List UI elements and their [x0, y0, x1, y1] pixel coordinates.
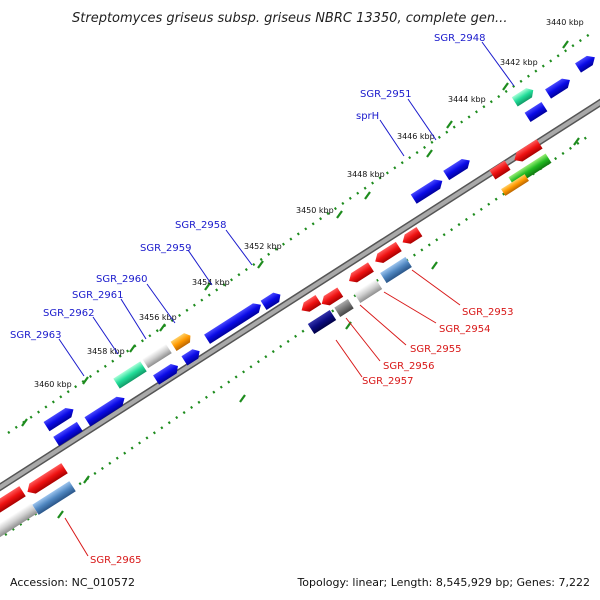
ruler-tick: [21, 418, 28, 427]
accession-text: Accession: NC_010572: [10, 576, 135, 589]
gene-label-sgr-2962[interactable]: SGR_2962: [43, 308, 95, 319]
forward-label-leaders: [58, 41, 515, 377]
kbp-label-3448: 3448 kbp: [347, 170, 385, 179]
ruler-tick: [257, 260, 264, 269]
kbp-label-3452: 3452 kbp: [244, 242, 282, 251]
kbp-label-3442: 3442 kbp: [500, 58, 538, 67]
reverse-strand-genes: [0, 139, 552, 539]
upper-ruler: [7, 33, 591, 434]
gene-label-sgr-2958[interactable]: SGR_2958: [175, 220, 227, 231]
ruler-tick: [364, 191, 371, 200]
gene-arrow[interactable]: [346, 262, 374, 285]
ruler-tick: [502, 82, 509, 91]
gene-arrow[interactable]: [53, 421, 83, 447]
kbp-tick-labels: 3440 kbp 3442 kbp 3444 kbp 3446 kbp 3448…: [34, 18, 584, 389]
gene-label-sgr-2961[interactable]: SGR_2961: [72, 290, 124, 301]
gene-arrow[interactable]: [443, 156, 473, 181]
gene-arrow[interactable]: [372, 241, 402, 266]
gene-arrow[interactable]: [524, 101, 548, 123]
gene-arrow[interactable]: [501, 174, 529, 196]
gene-arrow-sgr-2958[interactable]: [204, 300, 264, 344]
gene-arrow[interactable]: [575, 53, 598, 73]
forward-strand-genes: [43, 53, 598, 447]
gene-arrow-sgr-2953[interactable]: [380, 256, 412, 284]
gene-arrow[interactable]: [84, 394, 128, 427]
gene-label-sprh[interactable]: sprH: [356, 111, 379, 122]
gene-arrow[interactable]: [545, 75, 573, 99]
gene-arrow[interactable]: [299, 294, 322, 315]
gene-arrow[interactable]: [153, 361, 181, 385]
gene-label-sgr-2957[interactable]: SGR_2957: [362, 376, 414, 387]
gene-arrow[interactable]: [400, 226, 423, 247]
kbp-label-3440: 3440 kbp: [546, 18, 584, 27]
gene-arrow-sgr-2954[interactable]: [353, 278, 383, 304]
gene-arrow[interactable]: [260, 290, 284, 311]
gene-arrow-sgr-2963[interactable]: [43, 405, 77, 432]
ruler-tick: [82, 376, 89, 385]
gene-label-sgr-2948[interactable]: SGR_2948: [434, 33, 486, 44]
ruler-tick: [129, 344, 136, 353]
kbp-label-3458: 3458 kbp: [87, 347, 125, 356]
ruler-tick: [426, 149, 433, 158]
gene-label-sgr-2955[interactable]: SGR_2955: [410, 344, 462, 355]
gene-label-sgr-2954[interactable]: SGR_2954: [439, 324, 491, 335]
gene-arrow[interactable]: [181, 347, 202, 366]
ruler-tick: [239, 394, 246, 403]
ruler-tick: [204, 282, 211, 291]
ruler-tick: [446, 120, 453, 129]
gene-arrow[interactable]: [511, 139, 543, 164]
gene-label-sgr-2960[interactable]: SGR_2960: [96, 274, 148, 285]
map-title: Streptomyces griseus subsp. griseus NBRC…: [72, 11, 507, 26]
ruler-tick: [57, 510, 64, 519]
ruler-tick: [431, 261, 438, 270]
gene-arrow-sgr-2956[interactable]: [334, 299, 354, 317]
gene-arrow[interactable]: [489, 160, 511, 180]
gene-arrow-sgr-2965[interactable]: [32, 481, 76, 515]
gene-label-sgr-2951[interactable]: SGR_2951: [360, 89, 412, 100]
genome-summary-text: Topology: linear; Length: 8,545,929 bp; …: [296, 576, 590, 589]
kbp-label-3450: 3450 kbp: [296, 206, 334, 215]
gene-arrow-sgr-2948[interactable]: [511, 85, 536, 107]
gene-arrow-sprh[interactable]: [410, 176, 446, 204]
reverse-label-leaders: [64, 269, 461, 557]
gene-arrow[interactable]: [24, 463, 68, 497]
gene-arrow-sgr-2957[interactable]: [307, 309, 337, 335]
ruler-tick: [573, 137, 580, 146]
kbp-label-3444: 3444 kbp: [448, 95, 486, 104]
gene-arrow-sgr-2960[interactable]: [170, 331, 194, 352]
gene-label-sgr-2959[interactable]: SGR_2959: [140, 243, 192, 254]
gene-arrow-sgr-2962[interactable]: [113, 361, 147, 389]
gene-arrow-sgr-2961[interactable]: [142, 343, 172, 369]
kbp-label-3446: 3446 kbp: [397, 132, 435, 141]
reverse-gene-labels: SGR_2953 SGR_2954 SGR_2955 SGR_2956 SGR_…: [90, 307, 514, 566]
lower-ruler: [4, 134, 591, 536]
gene-label-sgr-2953[interactable]: SGR_2953: [462, 307, 514, 318]
ruler-tick: [159, 323, 166, 332]
gene-label-sgr-2956[interactable]: SGR_2956: [383, 361, 435, 372]
ruler-tick: [562, 40, 569, 49]
gene-arrow[interactable]: [319, 287, 344, 308]
gene-label-sgr-2965[interactable]: SGR_2965: [90, 555, 142, 566]
kbp-label-3456: 3456 kbp: [139, 313, 177, 322]
ruler-tick: [83, 475, 90, 484]
forward-gene-labels: SGR_2948 SGR_2951 sprH SGR_2958 SGR_2959…: [10, 33, 486, 341]
gene-label-sgr-2963[interactable]: SGR_2963: [10, 330, 62, 341]
ruler-tick: [336, 210, 343, 219]
gene-arrow[interactable]: [0, 503, 38, 539]
ruler-major-ticks: [21, 40, 580, 519]
genome-backbone-highlight: [0, 100, 600, 490]
kbp-label-3460: 3460 kbp: [34, 380, 72, 389]
gene-arrow[interactable]: [0, 486, 26, 520]
